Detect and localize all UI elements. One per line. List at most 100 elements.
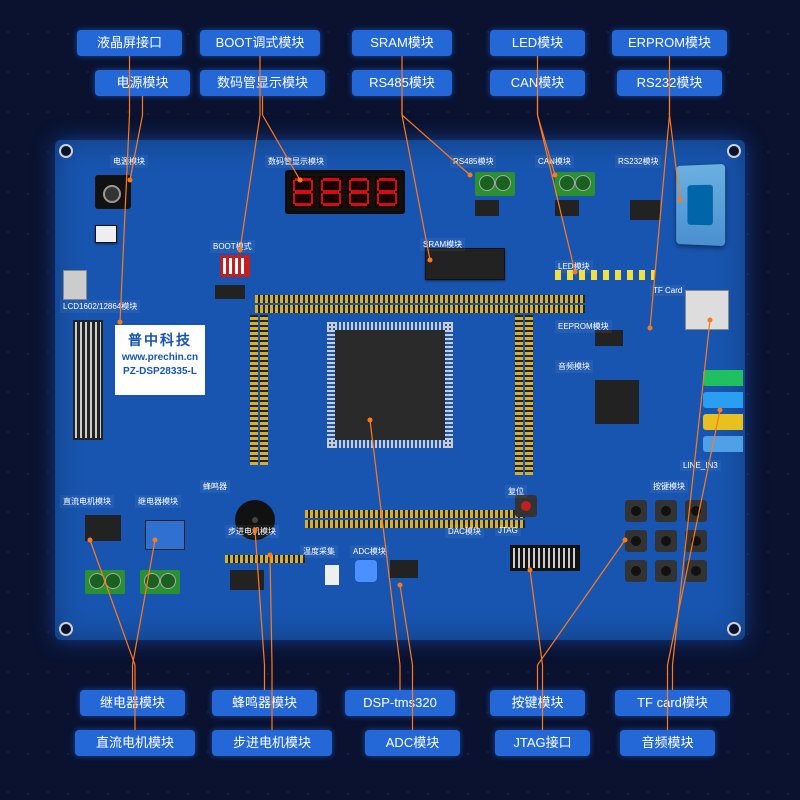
mount-hole	[59, 144, 73, 158]
reset-button	[515, 495, 537, 517]
boot-ic	[215, 285, 245, 299]
rs232-ic	[630, 200, 660, 220]
label-rs232: RS232模块	[617, 70, 722, 96]
key-k5	[655, 530, 677, 552]
brand-cn: 普中科技	[117, 331, 203, 351]
label-dsp: DSP-tms320	[345, 690, 455, 716]
silk-temps: 温度采集	[300, 545, 338, 558]
label-power: 电源模块	[95, 70, 190, 96]
label-buzzer: 蜂鸣器模块	[212, 690, 317, 716]
mount-hole	[59, 622, 73, 636]
mount-hole	[727, 144, 741, 158]
adc-pot	[355, 560, 377, 582]
silk-seg: 数码管显示模块	[265, 155, 327, 168]
micro-usb	[63, 270, 87, 300]
relay-terminal	[85, 570, 125, 594]
brand-url: www.prechin.cn	[117, 351, 203, 365]
sram-chip	[425, 248, 505, 280]
label-adc: ADC模块	[365, 730, 460, 756]
silk-cans: CAN模块	[535, 155, 574, 168]
silk-ajs: 音频模块	[555, 360, 593, 373]
silk-buzs: 蜂鸣器	[200, 480, 230, 493]
tf-card-slot	[685, 290, 729, 330]
label-seg: 数码管显示模块	[200, 70, 325, 96]
silk-rsts: 复位	[505, 485, 527, 498]
key-k1	[625, 500, 647, 522]
stepper-driver	[230, 570, 264, 590]
dsp-mcu	[335, 330, 445, 440]
silk-rs485s: RS485模块	[450, 155, 496, 168]
jtag-header	[510, 545, 580, 571]
label-eeprom: ERPROM模块	[612, 30, 727, 56]
silk-eeps: EEPROM模块	[555, 320, 612, 333]
adc-ic	[390, 560, 418, 578]
gpio-hdr-top2	[255, 305, 585, 313]
brand-label: 普中科技 www.prechin.cn PZ-DSP28335-L	[115, 325, 205, 395]
silk-rlys: 继电器模块	[135, 495, 181, 508]
dac-hdr2	[305, 520, 525, 528]
key-k4	[625, 530, 647, 552]
label-tfcard: TF card模块	[615, 690, 730, 716]
label-button: 按键模块	[490, 690, 585, 716]
silk-leds: LED模块	[555, 260, 593, 273]
mount-hole	[727, 622, 741, 636]
silk-lines: LINE_IN3	[680, 460, 721, 471]
can-ic	[555, 200, 579, 216]
boot-dip-switch	[220, 255, 250, 277]
rs232-db9	[676, 164, 725, 246]
label-rs485: RS485模块	[352, 70, 452, 96]
seven-seg-display	[285, 170, 405, 214]
can-terminal	[555, 172, 595, 196]
gpio-hdr-right	[515, 315, 523, 475]
silk-steps: 步进电机模块	[225, 525, 279, 538]
key-k2	[655, 500, 677, 522]
silk-srams: SRAM模块	[420, 238, 465, 251]
brand-model: PZ-DSP28335-L	[117, 365, 203, 379]
gpio-hdr-right2	[525, 315, 533, 475]
temp-sensor	[325, 565, 339, 585]
label-audio: 音频模块	[620, 730, 715, 756]
dcmotor-terminal	[140, 570, 180, 594]
stepper-hdr	[225, 555, 305, 563]
label-relay: 继电器模块	[80, 690, 185, 716]
audio-codec	[595, 380, 639, 424]
silk-rs232s: RS232模块	[615, 155, 661, 168]
gpio-hdr-left2	[260, 315, 268, 465]
label-lcd-if: 液晶屏接口	[77, 30, 182, 56]
motor-driver	[85, 515, 121, 541]
silk-jtags: JTAG	[495, 525, 521, 536]
gpio-hdr-top	[255, 295, 585, 303]
label-led: LED模块	[490, 30, 585, 56]
label-dcmotor: 直流电机模块	[75, 730, 195, 756]
key-k7	[625, 560, 647, 582]
key-k9	[685, 560, 707, 582]
dac-hdr	[305, 510, 525, 518]
lcd-header	[73, 320, 103, 440]
silk-adcs: ADC模块	[350, 545, 389, 558]
silk-pwr: 电源模块	[110, 155, 148, 168]
pcb-board: 普中科技 www.prechin.cn PZ-DSP28335-L	[55, 140, 745, 640]
label-stepper: 步进电机模块	[212, 730, 332, 756]
key-k8	[655, 560, 677, 582]
silk-tfs: TF Card	[650, 285, 685, 296]
key-k3	[685, 500, 707, 522]
rs485-terminal	[475, 172, 515, 196]
silk-dacs: DAC模块	[445, 525, 484, 538]
silk-lcds: LCD1602/12864模块	[60, 300, 140, 313]
label-boot: BOOT调式模块	[200, 30, 320, 56]
gpio-hdr-left	[250, 315, 258, 465]
power-switch	[95, 225, 117, 243]
dc-jack	[95, 175, 131, 209]
silk-dcms: 直流电机模块	[60, 495, 114, 508]
silk-boots: BOOT模式	[210, 240, 255, 253]
audio-jack-green	[703, 370, 743, 386]
audio-jack-blue	[703, 392, 743, 408]
relay	[145, 520, 185, 550]
label-can: CAN模块	[490, 70, 585, 96]
audio-jack-yellow	[703, 414, 743, 430]
label-jtag: JTAG接口	[495, 730, 590, 756]
rs485-ic	[475, 200, 499, 216]
label-sram: SRAM模块	[352, 30, 452, 56]
key-k6	[685, 530, 707, 552]
silk-btns: 按键模块	[650, 480, 688, 493]
